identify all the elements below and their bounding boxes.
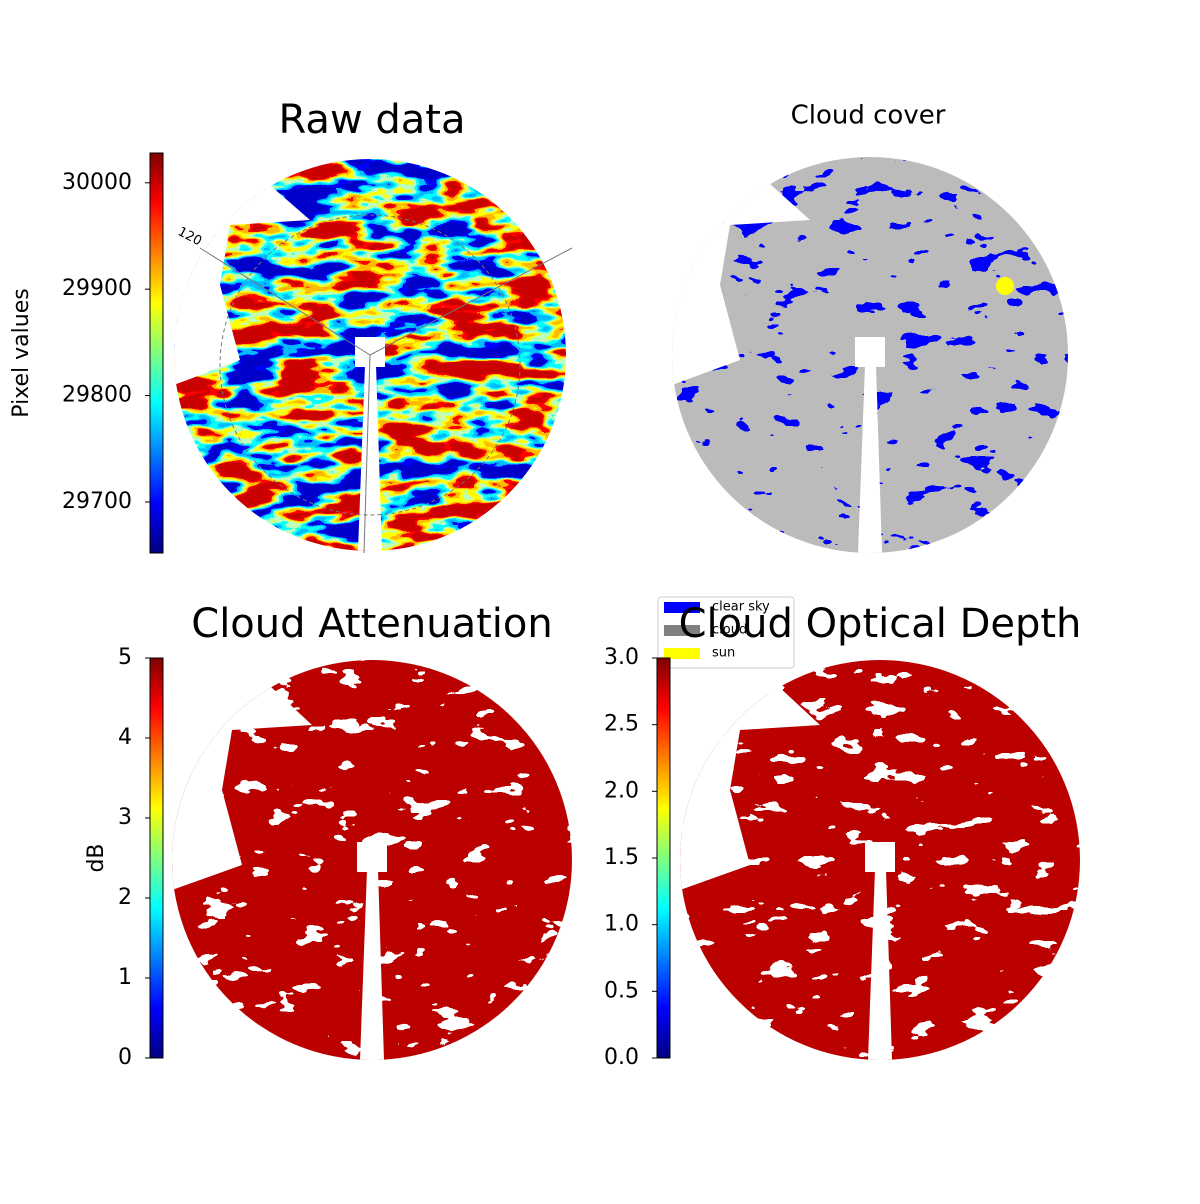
y-tick-label: 3 (118, 805, 132, 830)
mask (360, 870, 384, 1060)
y-tick-label: 2.0 (604, 778, 639, 803)
polar-grid (219, 214, 521, 516)
y-tick-label: 29900 (62, 276, 132, 301)
y-tick-label: 1 (118, 965, 132, 990)
y-tick-label: 4 (118, 725, 132, 750)
mask (358, 365, 382, 551)
legend: clear sky cloud sun (657, 596, 795, 669)
legend-label: cloud (712, 623, 747, 638)
y-tick-label: 0.5 (604, 978, 639, 1003)
panel-title: Cloud cover (791, 101, 946, 131)
y-tick-label: 30000 (62, 170, 132, 195)
polar-grid (199, 247, 371, 356)
y-tick-label: 5 (118, 645, 132, 670)
y-tick-label: 29800 (62, 383, 132, 408)
panel-title: Cloud Attenuation (191, 601, 552, 647)
colorbar (149, 657, 164, 1059)
sky-image (680, 660, 1080, 1060)
legend-swatch (664, 648, 700, 659)
polar-grid (369, 247, 573, 356)
y-axis-label: dB (84, 843, 109, 872)
panel-title: Raw data (279, 97, 466, 143)
polar-grid (363, 354, 371, 554)
mask (858, 365, 882, 553)
y-axis-label: Pixel values (9, 288, 34, 417)
y-tick-label: 0.0 (604, 1045, 639, 1070)
y-tick-label: 1.0 (604, 912, 639, 937)
colorbar (149, 152, 164, 554)
polar-label: 120 (175, 224, 204, 249)
y-tick-label: 3.0 (604, 645, 639, 670)
y-tick-label: 2 (118, 885, 132, 910)
sky-image (672, 157, 1068, 553)
y-tick-label: 0 (118, 1045, 132, 1070)
mask (357, 842, 387, 872)
legend-label: sun (712, 646, 735, 661)
colorbar (656, 657, 671, 1059)
y-tick-label: 29700 (62, 489, 132, 514)
legend-label: clear sky (712, 600, 770, 615)
panel-title: Cloud Optical Depth (679, 601, 1082, 647)
legend-swatch (664, 625, 700, 636)
mask (855, 337, 885, 367)
sky-image (172, 660, 572, 1060)
legend-swatch (664, 602, 700, 613)
y-tick-label: 1.5 (604, 845, 639, 870)
sun-marker (996, 277, 1014, 295)
y-tick-label: 2.5 (604, 712, 639, 737)
mask (865, 842, 895, 872)
mask (868, 870, 892, 1060)
